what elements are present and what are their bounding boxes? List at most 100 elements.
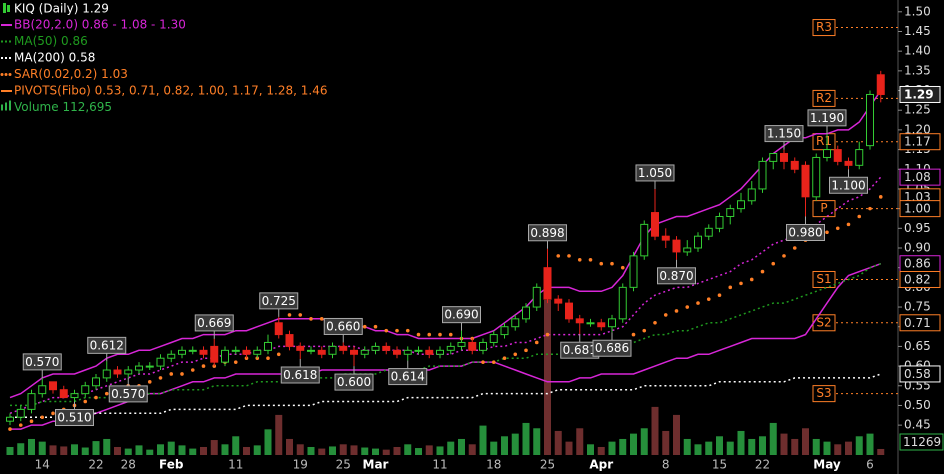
volume-bar [28,438,35,455]
sar-dot [18,423,23,427]
volume-bar [855,436,863,455]
candle-body [790,160,799,170]
sar-dot [190,368,195,372]
candle-body [145,365,154,368]
sar-dot [212,364,217,368]
price-tag-label: 0.58 [904,367,931,381]
annotation-label: 0.669 [197,316,231,330]
legend-icon [8,73,12,76]
x-tick-label: 25 [540,458,555,472]
candle-body [49,381,57,391]
candle-body [27,393,36,410]
legend-label: SAR(0.02,0.2) 1.03 [14,67,128,81]
volume-bar [479,425,487,455]
y-tick-label: 1.35 [904,63,931,77]
candle-body [780,153,788,162]
sar-dot [8,427,12,431]
annotation-box [108,385,148,403]
annotation-box [323,317,363,335]
volume-bar [565,441,573,455]
candle-body [393,349,401,355]
price-tag-label: 0.82 [904,272,931,286]
volume-bar [587,444,594,455]
x-tick-label: 18 [486,458,501,472]
annotation-label: 0.618 [283,368,317,382]
sar-dot [556,254,561,258]
sar-dot [384,328,389,333]
candle-body [522,306,530,320]
candle-body [92,377,100,387]
candle-body [59,389,68,399]
candle-body [608,318,616,328]
annotation-box [22,353,62,371]
candle-body [457,341,466,347]
pivot-box [812,270,836,288]
annotation-label: 0.600 [337,375,371,389]
sar-dot [169,372,174,376]
pivot-label: R2 [816,91,832,105]
candle-body [339,345,348,351]
legend-label: Volume 112,695 [14,100,112,114]
pivot-box [812,89,836,107]
volume-bar [823,441,831,455]
volume-bar [286,438,293,455]
annotation-box [388,368,428,386]
sar-dot [395,328,399,333]
volume-bar [737,430,745,455]
sar-dot [233,360,238,364]
volume-bar [705,441,713,455]
volume-bar [845,441,852,455]
annotation-box [334,373,374,391]
legend-icon [5,102,7,111]
candle-body [371,345,380,351]
annotation-label: 1.190 [810,111,844,125]
x-tick-label: 8 [662,458,670,472]
candle-body [651,212,659,237]
x-tick-label: 19 [293,458,308,472]
price-tag [899,365,941,383]
volume-bar [178,445,186,455]
y-tick-label: 0.65 [904,339,931,353]
volume-bar [630,433,637,455]
y-tick-label: 1.45 [904,24,931,38]
volume-bar [662,430,670,455]
volume-bar [404,444,412,455]
volume-bar [511,433,519,455]
x-tick-label: Apr [589,458,613,472]
candle-body [210,345,219,363]
volume-bar [243,446,250,455]
price-tag [899,168,941,186]
legend-label: BB(20,2.0) 0.86 - 1.08 - 1.30 [14,18,186,32]
y-tick-label: 1.40 [904,44,931,58]
pivot-label: S3 [816,386,831,400]
sar-dot [244,356,249,361]
volume-bar [716,436,723,455]
price-tag [899,314,941,332]
annotation-label: 1.150 [767,127,801,141]
candle-body [38,385,47,395]
legend-icon [1,104,3,111]
y-tick-label: 0.75 [904,300,931,314]
volume-bar [339,444,347,455]
annotation-label: 0.898 [530,226,564,240]
price-tag-label: 0.71 [904,316,931,330]
volume-bar [264,429,272,455]
volume-bar [157,444,164,455]
candle-body [543,267,552,300]
candle-body [6,416,14,422]
candle-body [403,349,412,355]
sar-dot [868,206,872,211]
volume-bar [393,446,401,455]
annotation-label: 0.681 [563,343,597,357]
candle-body [726,208,735,218]
sar-dot [825,230,829,235]
candle-body [586,322,595,325]
price-tag [899,270,941,288]
volume-bar [683,438,691,455]
candle-body [221,349,229,363]
volume-bar [490,441,498,455]
candle-body [446,345,455,351]
price-tag-label: 1.00 [904,202,931,216]
sar-dot [147,380,152,384]
volume-bar [866,433,874,455]
